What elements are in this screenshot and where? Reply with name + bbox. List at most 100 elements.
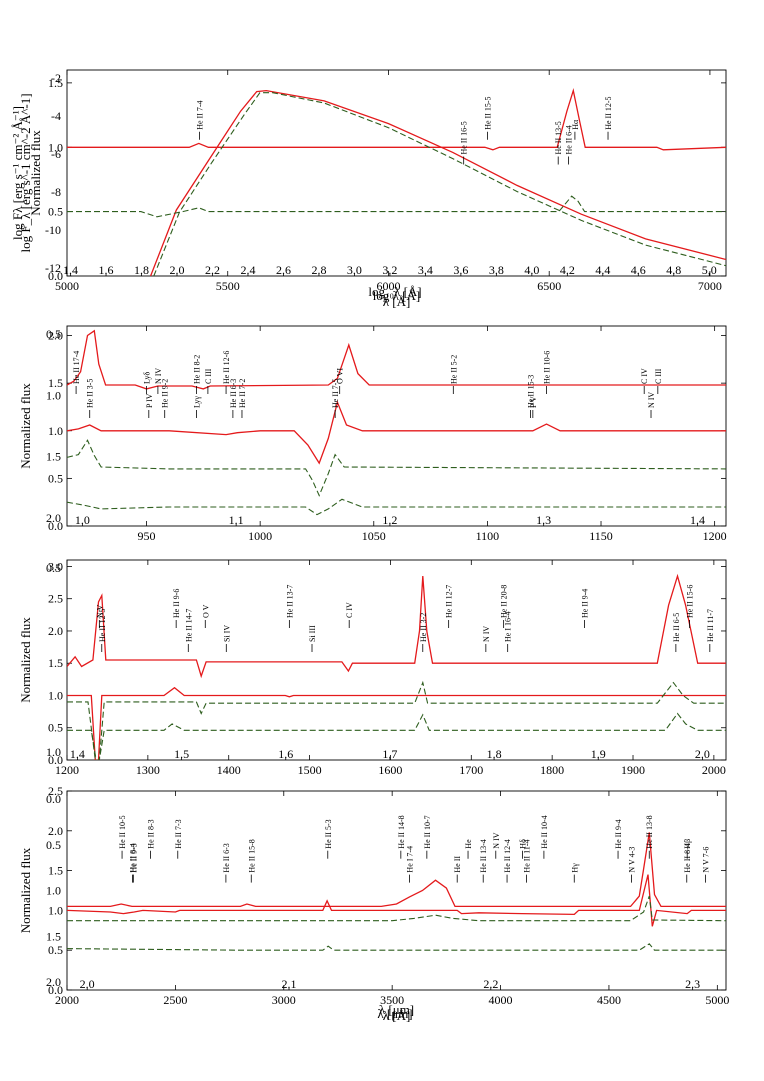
x-tick-label-secondary: 2.4: [240, 263, 255, 277]
x-tick-label: 1300: [136, 763, 160, 777]
series-line-1: [149, 89, 726, 276]
line-label: Hγ: [570, 863, 579, 873]
y-tick-label: 2.5: [48, 592, 63, 606]
line-label: He II 8-2: [193, 355, 202, 384]
line-label: He II 10-4: [540, 815, 549, 848]
y-tick-label-secondary: -12: [45, 261, 61, 275]
line-label: Lyδ: [143, 372, 152, 384]
x-axis-title-secondary-bottom: λ [μm]: [377, 1006, 412, 1021]
series-line-3: [153, 92, 726, 276]
x-tick-label-secondary: 3.2: [382, 263, 397, 277]
x-tick-label: 1150: [589, 529, 613, 543]
x-tick-label-secondary: 2.8: [311, 263, 326, 277]
line-label: He II 11-4: [523, 840, 532, 873]
line-label: He II 8-3: [146, 819, 155, 848]
panel-bottom: 2000 2500 3000 3500 4000 4500 5000 0.0 0.5 1.0 1.5…: [18, 784, 729, 1023]
y-tick-label: 1.5: [48, 376, 63, 390]
y-tick-label: 1.0: [48, 688, 63, 702]
x-tick-label: 6500: [537, 279, 561, 293]
x-tick-label: 1700: [459, 763, 483, 777]
line-label: He II 14-7: [184, 609, 193, 642]
line-label: He II 3-2: [419, 613, 428, 642]
x-tick-label: 1500: [298, 763, 322, 777]
series-line-2: [67, 680, 726, 760]
panel-third: 1200 1300 1400 1500 1600 1700 1800 1900 2000 0.0 0…: [18, 559, 727, 777]
y-tick-label: 1.5: [48, 864, 63, 878]
x-tick-label-secondary: 2.1: [282, 977, 297, 991]
panel-top: 5000 5500 6000 6500 7000 0.0 0.5 1.0 1.5 1.4 1.6 1.…: [18, 69, 727, 309]
line-label: N IV: [492, 832, 501, 848]
line-label: He II 13-8: [645, 815, 654, 848]
x-tick-label-secondary: 3.0: [347, 263, 362, 277]
series-line-0: [67, 573, 726, 679]
line-label: Hδ: [518, 839, 527, 849]
line-label: He II 10-6: [542, 351, 551, 384]
x-tick-label-secondary: 1.8: [134, 263, 149, 277]
line-label: He II 7-5: [331, 379, 340, 408]
line-label: He II 12-4: [503, 839, 512, 872]
y-tick-label-secondary: -10: [45, 223, 61, 237]
x-tick-label: 950: [138, 529, 156, 543]
line-label: He II 15-8: [247, 839, 256, 872]
x-tick-label: 1600: [378, 763, 402, 777]
line-label: He II 10-5: [118, 815, 127, 848]
line-label: He II 14-8: [397, 815, 406, 848]
line-label: He II 6-4: [564, 125, 573, 154]
x-tick-label-secondary: 4.4: [595, 263, 610, 277]
line-label: C III: [654, 368, 663, 384]
x-tick-label-secondary: 3.8: [489, 263, 504, 277]
y-tick-label: 2.0: [48, 624, 63, 638]
series-line-1: [67, 686, 726, 760]
x-tick-label: 5000: [55, 279, 79, 293]
x-tick-label-secondary: 2.3: [685, 977, 700, 991]
x-tick-label: 1900: [621, 763, 645, 777]
series-line-0: [67, 832, 726, 908]
x-tick-label-secondary: 2.6: [276, 263, 291, 277]
y-tick-label-secondary: 1.0: [46, 884, 61, 898]
y-tick-label: 1.0: [48, 903, 63, 917]
x-tick-label-secondary: 1.8: [487, 747, 502, 761]
x-tick-label: 3000: [272, 993, 296, 1007]
x-tick-label: 1050: [362, 529, 386, 543]
x-tick-label-secondary: 1.6: [99, 263, 114, 277]
x-tick-label-secondary: 4.0: [524, 263, 539, 277]
line-label: He II 6-5: [672, 613, 681, 642]
line-label: He II 17-4: [72, 351, 81, 384]
line-label: Hα: [571, 119, 580, 130]
y-axis-title-secondary: log Fλ [erg s⁻¹ cm⁻² Å⁻¹]: [10, 106, 25, 240]
x-axis-title: λ [Å]: [383, 1008, 411, 1023]
y-tick-label: 0.0: [48, 983, 63, 997]
x-tick-label-secondary: 4.2: [560, 263, 575, 277]
line-label: He II 9-4: [580, 589, 589, 618]
x-tick-label-secondary: 1.2: [382, 513, 397, 527]
series-line-2: [67, 439, 726, 497]
x-axis-title: λ [Å]: [383, 294, 411, 309]
y-tick-label: 3.0: [48, 559, 63, 573]
x-tick-label: 1400: [217, 763, 241, 777]
x-axis-title-secondary: log₁₀λ [Å]: [368, 284, 421, 299]
line-label: Hβ: [683, 839, 692, 849]
x-tick-label-secondary: 2.0: [170, 263, 185, 277]
line-label: He II 7-4: [195, 100, 204, 129]
y-tick-label-secondary: -4: [51, 109, 61, 123]
line-label: He: [464, 839, 473, 849]
x-tick-label: 2500: [163, 993, 187, 1007]
y-tick-label: 1.5: [48, 76, 63, 90]
y-tick-label: 0.0: [48, 519, 63, 533]
line-label: He II 6-3: [229, 379, 238, 408]
x-tick-label: 7000: [698, 279, 722, 293]
line-label: He II 12-5: [604, 96, 613, 129]
y-axis-title: Normalized flux: [18, 847, 33, 933]
line-label: He II 9-3: [129, 843, 138, 872]
x-tick-label: 2000: [702, 763, 726, 777]
x-tick-label-secondary: 1.7: [382, 747, 397, 761]
line-label: Lyγ: [193, 396, 202, 408]
line-label: He II 5-2: [449, 355, 458, 384]
line-label: He II 7-2: [238, 379, 247, 408]
series-line-1: [67, 400, 726, 465]
x-tick-label: 2000: [55, 993, 79, 1007]
line-label: N V: [95, 604, 104, 618]
series-line-2: [67, 895, 726, 922]
x-tick-label-secondary: 1.0: [75, 513, 90, 527]
